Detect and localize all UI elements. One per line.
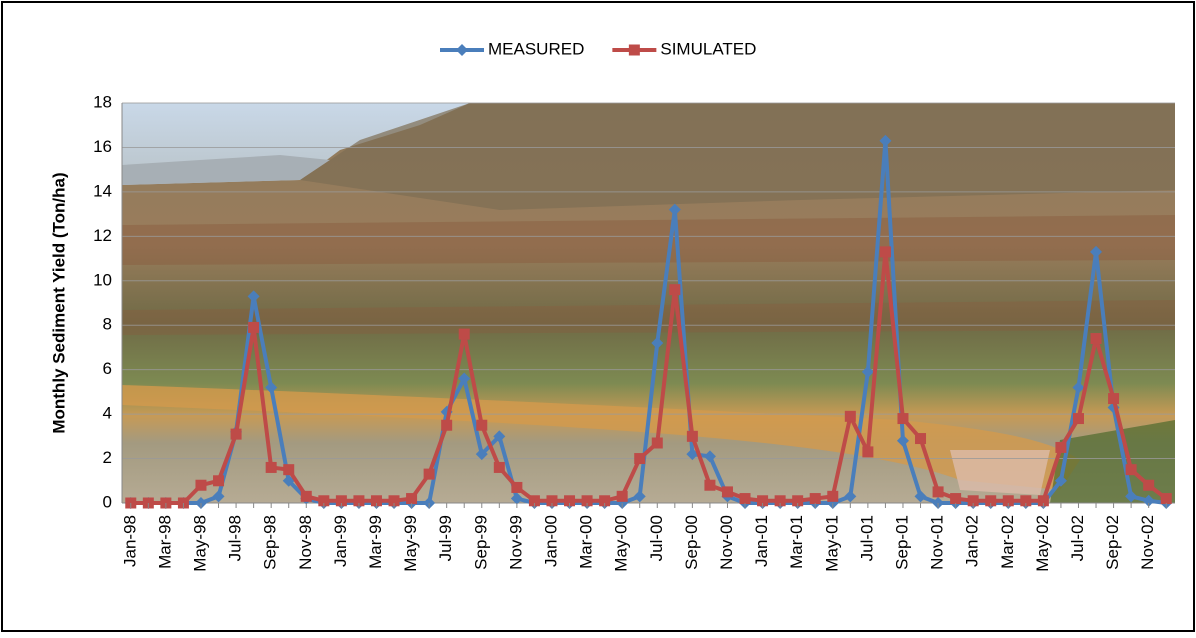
point: [810, 493, 821, 504]
y-tick-label: 18: [93, 92, 112, 111]
point: [1055, 442, 1066, 453]
point: [266, 462, 277, 473]
y-tick-label: 10: [93, 270, 112, 289]
point: [933, 486, 944, 497]
point: [950, 493, 961, 504]
point: [669, 284, 680, 295]
point: [301, 491, 312, 502]
point: [494, 462, 505, 473]
x-tick-label: Mar-01: [787, 515, 806, 569]
x-tick-label: Mar-00: [577, 515, 596, 569]
x-tick-label: May-02: [1033, 515, 1052, 572]
x-tick-label: Nov-98: [296, 515, 315, 570]
point: [213, 475, 224, 486]
y-axis-title: Monthly Sediment Yield (Ton/ha): [49, 172, 68, 433]
point: [634, 453, 645, 464]
x-tick-label: Nov-02: [1138, 515, 1157, 570]
point: [845, 411, 856, 422]
y-tick-label: 6: [103, 359, 112, 378]
x-tick-label: Nov-00: [717, 515, 736, 570]
chart: Monthly Sediment Yield (Ton/ha) 0 2 4 6 8 10 1…: [0, 0, 1196, 633]
x-tick-label: Nov-99: [506, 515, 525, 570]
point: [231, 429, 242, 440]
x-tick-label: Jul-01: [857, 515, 876, 561]
x-tick-label: Jan-98: [120, 515, 139, 567]
y-tick-label: 0: [103, 492, 112, 511]
legend-label: SIMULATED: [660, 39, 756, 58]
x-tick-label: Mar-99: [366, 515, 385, 569]
x-tick-label: Jul-99: [436, 515, 455, 561]
x-tick-label: Jan-02: [963, 515, 982, 567]
point: [862, 446, 873, 457]
x-tick-label: Sep-00: [682, 515, 701, 570]
y-tick-label: 12: [93, 226, 112, 245]
point: [511, 482, 522, 493]
point: [1108, 393, 1119, 404]
point: [195, 480, 206, 491]
point: [617, 491, 628, 502]
x-tick-label: Sep-02: [1103, 515, 1122, 570]
x-tick-label: Sep-99: [471, 515, 490, 570]
x-tick-label: May-99: [401, 515, 420, 572]
point: [248, 322, 259, 333]
x-tick-label: May-01: [822, 515, 841, 572]
point: [1126, 464, 1137, 475]
point: [476, 420, 487, 431]
x-tick-label: Jan-00: [541, 515, 560, 567]
x-tick-label: Jul-00: [647, 515, 666, 561]
x-tick-label: Jul-02: [1068, 515, 1087, 561]
point: [740, 493, 751, 504]
x-tick-label: May-98: [190, 515, 209, 572]
point: [827, 491, 838, 502]
x-tick-label: Sep-98: [261, 515, 280, 570]
legend-label: MEASURED: [488, 39, 584, 58]
point: [897, 413, 908, 424]
y-tick-label: 14: [93, 181, 112, 200]
x-tick-label: Jul-98: [226, 515, 245, 561]
point: [652, 438, 663, 449]
point: [1091, 333, 1102, 344]
legend-marker: [629, 45, 640, 56]
y-tick-label: 8: [103, 315, 112, 334]
point: [1073, 413, 1084, 424]
point: [1161, 493, 1172, 504]
x-tick-label: May-00: [612, 515, 631, 572]
point: [1143, 480, 1154, 491]
x-tick-label: Sep-01: [892, 515, 911, 570]
y-tick-label: 16: [93, 137, 112, 156]
y-tick-label: 2: [103, 448, 112, 467]
x-tick-label: Jan-01: [752, 515, 771, 567]
point: [880, 246, 891, 257]
y-tick-label: 4: [103, 404, 112, 423]
point: [704, 480, 715, 491]
x-tick-label: Nov-01: [928, 515, 947, 570]
page: Monthly Sediment Yield (Ton/ha) 0 2 4 6 8 10 1…: [0, 0, 1196, 638]
point: [915, 433, 926, 444]
point: [424, 469, 435, 480]
point: [283, 464, 294, 475]
x-tick-label: Mar-98: [155, 515, 174, 569]
point: [441, 420, 452, 431]
x-tick-label: Mar-02: [998, 515, 1017, 569]
x-tick-label: Jan-99: [331, 515, 350, 567]
point: [687, 431, 698, 442]
point: [722, 486, 733, 497]
point: [459, 329, 470, 340]
point: [406, 493, 417, 504]
